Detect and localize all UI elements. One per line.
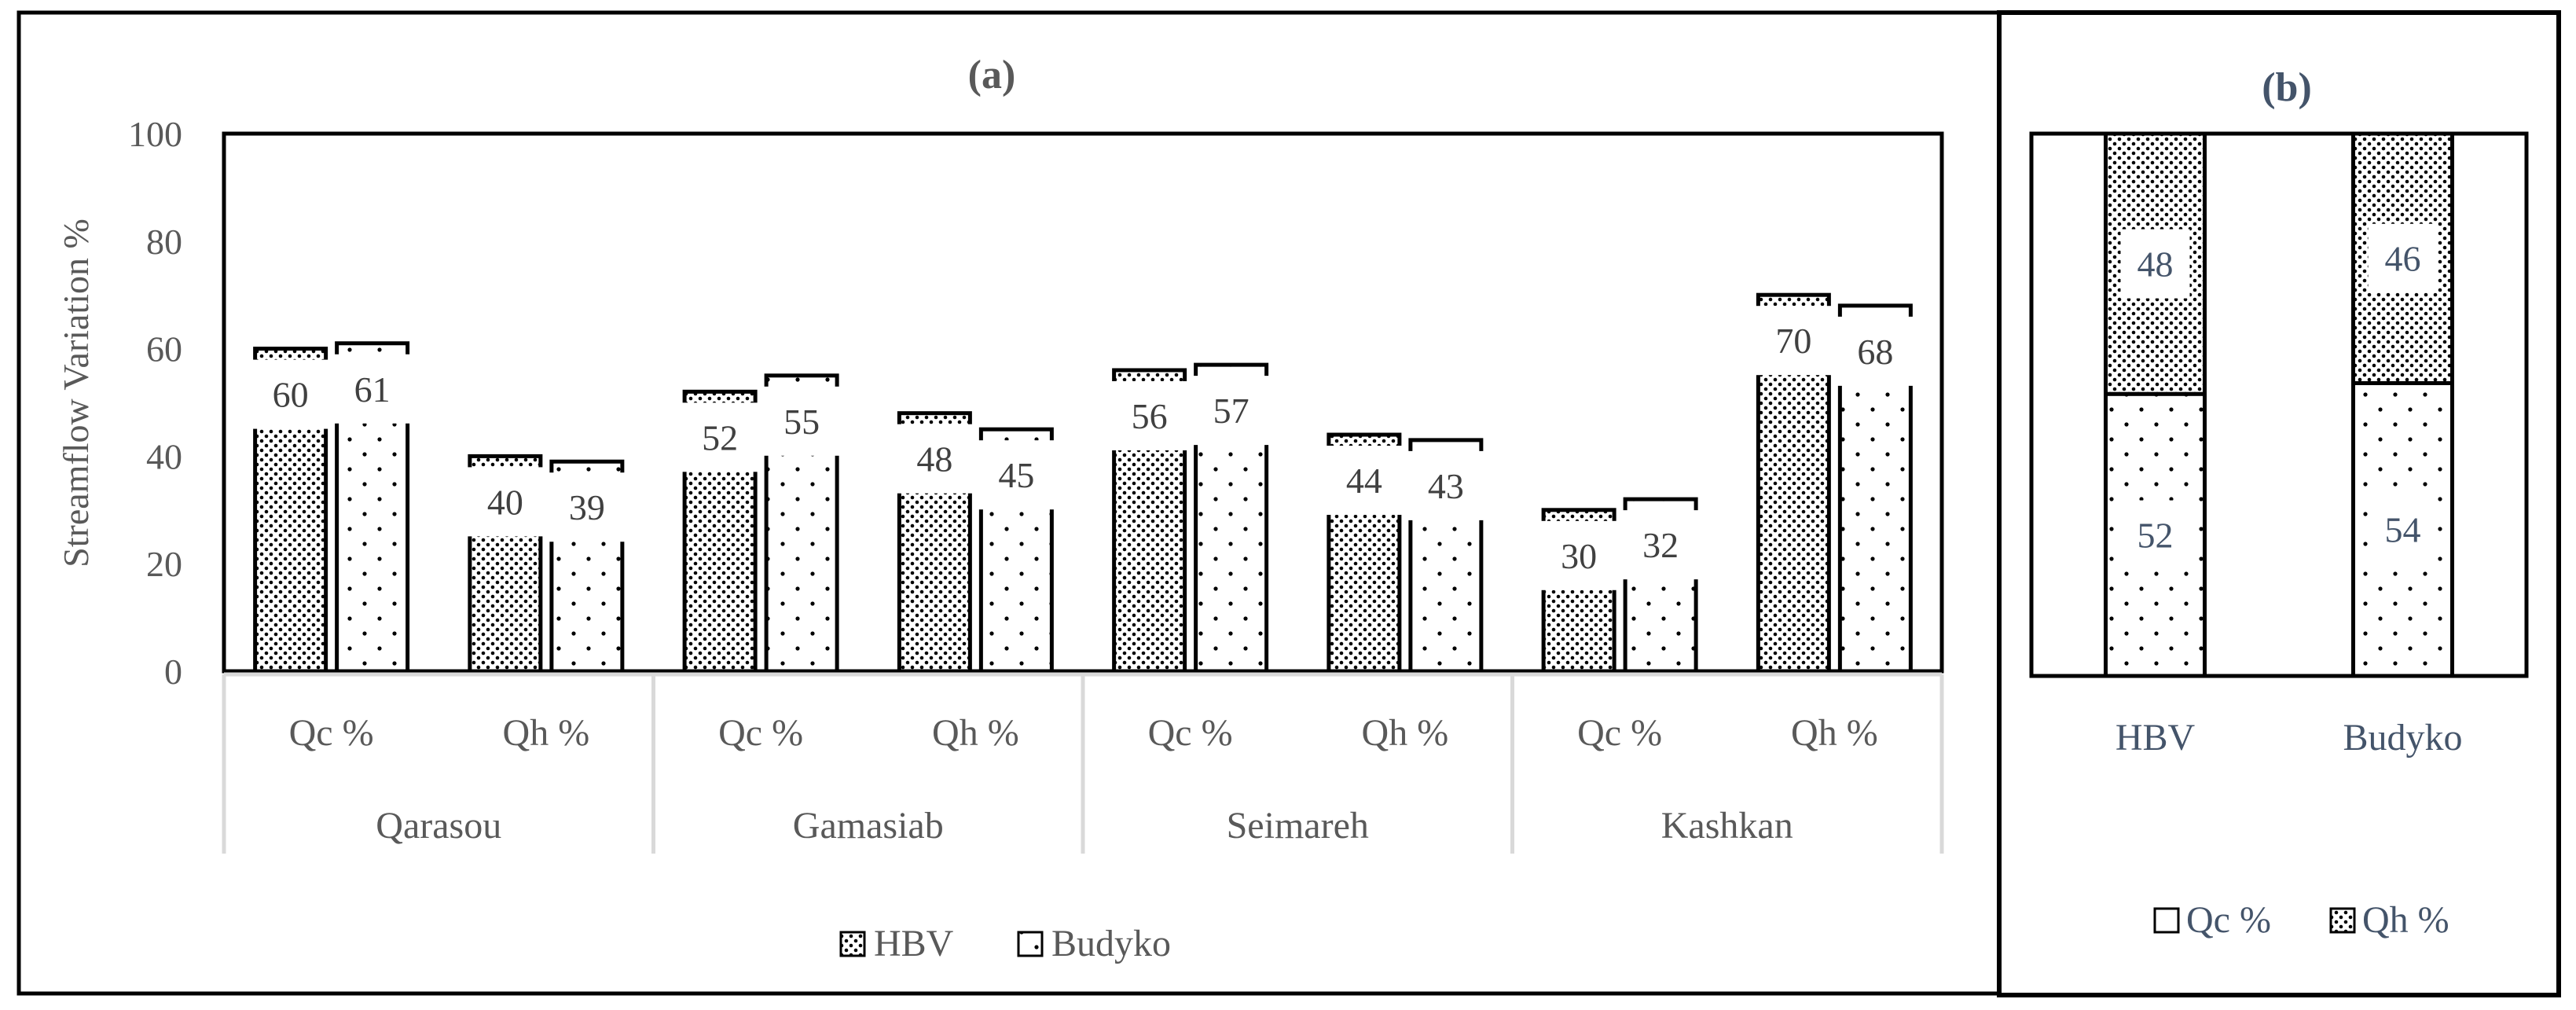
data-label: 57 xyxy=(1213,391,1249,431)
category-label: HBV xyxy=(2115,717,2196,758)
y-axis-label: Streamflow Variation % xyxy=(56,219,96,567)
plot-area-a xyxy=(222,131,1944,674)
y-tick-label: 60 xyxy=(146,329,182,369)
category-label: Qc % xyxy=(718,712,803,754)
legend-a: HBV Budyko xyxy=(839,923,1171,964)
data-label-box xyxy=(249,359,332,429)
legend-label: Budyko xyxy=(1051,923,1171,964)
data-label-box xyxy=(1834,316,1917,386)
data-label-box xyxy=(1620,510,1702,580)
panel-b-frame xyxy=(1997,10,2561,997)
data-label-box xyxy=(2120,500,2190,570)
y-axis-ticks: 0 20 40 60 80 100 xyxy=(128,114,182,692)
data-labels-b: 52 48 54 46 xyxy=(2120,223,2438,570)
group-label: Gamasiab xyxy=(793,805,944,847)
plot-area-b xyxy=(2029,131,2529,678)
data-label: 46 xyxy=(2385,239,2421,279)
data-label-box xyxy=(1404,450,1487,520)
data-label-box xyxy=(1108,380,1191,450)
category-label: Qh % xyxy=(1362,712,1449,754)
legend-label: Qh % xyxy=(2362,899,2449,941)
legend-label: Qc % xyxy=(2186,899,2271,941)
legend-b: Qc % Qh % xyxy=(2153,899,2449,941)
category-label: Qc % xyxy=(1148,712,1233,754)
data-label: 70 xyxy=(1775,321,1811,361)
data-label-box xyxy=(1538,520,1620,590)
group-label: Seimareh xyxy=(1227,805,1369,847)
data-label-box xyxy=(894,424,976,494)
bars-b xyxy=(2104,131,2454,678)
data-label: 61 xyxy=(354,369,391,410)
data-label-box xyxy=(761,386,843,456)
data-label: 39 xyxy=(569,487,605,527)
data-label: 56 xyxy=(1132,396,1168,436)
data-label: 48 xyxy=(916,439,952,479)
data-labels-a: 60 40 52 48 56 44 30 70 61 39 55 45 57 43 32 68 xyxy=(249,306,1917,590)
category-axis-b: HBV Budyko xyxy=(2115,717,2463,758)
legend-swatch-qh xyxy=(2329,907,2356,934)
category-label: Budyko xyxy=(2343,717,2462,758)
legend-swatch-hbv xyxy=(839,931,866,957)
data-label-box xyxy=(1190,376,1272,446)
legend-label: HBV xyxy=(874,923,954,964)
data-label-box xyxy=(679,402,761,472)
data-label: 52 xyxy=(702,417,738,457)
category-label: Qc % xyxy=(1577,712,1662,754)
data-label-box xyxy=(2368,494,2438,564)
data-label-box xyxy=(1323,446,1405,516)
data-label: 45 xyxy=(998,455,1034,495)
data-label-box xyxy=(975,440,1058,510)
category-label: Qh % xyxy=(932,712,1019,754)
data-label: 48 xyxy=(2137,244,2174,285)
legend-swatch-qc xyxy=(2153,907,2180,934)
chart-a-title: (a) xyxy=(968,53,1016,97)
y-tick-label: 80 xyxy=(146,222,182,262)
data-label: 43 xyxy=(1428,466,1464,506)
category-label: Qh % xyxy=(503,712,590,754)
data-label-box xyxy=(2368,223,2438,293)
data-label: 52 xyxy=(2137,516,2174,556)
data-label: 40 xyxy=(487,482,523,522)
group-label: Qarasou xyxy=(376,805,501,847)
data-label-box xyxy=(545,472,628,542)
y-tick-label: 40 xyxy=(146,436,182,476)
category-axis: Qc % Qh % Qc % Qh % Qc % Qh % Qc % Qh % Qarasou G… xyxy=(222,672,1944,854)
category-label: Qc % xyxy=(289,712,374,754)
data-label: 60 xyxy=(273,375,309,415)
group-label: Kashkan xyxy=(1661,805,1793,847)
data-label-box xyxy=(1752,306,1835,376)
data-label-box xyxy=(331,354,413,424)
legend-swatch-budyko xyxy=(1017,931,1044,957)
data-label: 54 xyxy=(2385,510,2421,550)
data-label: 30 xyxy=(1561,536,1597,576)
data-label: 44 xyxy=(1346,461,1382,501)
chart-b-title: (b) xyxy=(2262,65,2312,110)
data-label-box xyxy=(2120,229,2190,299)
y-tick-label: 0 xyxy=(164,652,182,692)
category-label: Qh % xyxy=(1791,712,1878,754)
data-label: 68 xyxy=(1857,332,1893,372)
data-label: 55 xyxy=(783,402,820,442)
data-label-box xyxy=(464,467,546,537)
y-tick-label: 100 xyxy=(128,114,182,154)
y-tick-label: 20 xyxy=(146,544,182,584)
data-label: 32 xyxy=(1642,525,1679,565)
